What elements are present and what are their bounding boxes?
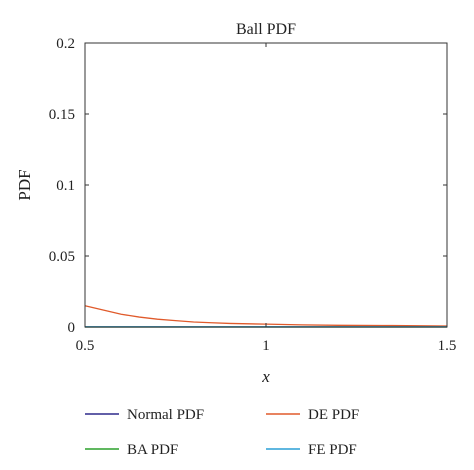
legend-label-3: BA PDF (127, 442, 178, 458)
legend: Normal PDF DE PDF BA PDF FE PDF (85, 407, 359, 458)
y-axis-label: PDF (15, 169, 34, 200)
chart-title: Ball PDF (236, 21, 296, 38)
legend-label-4: FE PDF (308, 442, 357, 458)
y-tick-label: 0.1 (56, 178, 75, 194)
legend-label-1: Normal PDF (127, 407, 204, 423)
x-tick-label: 0.5 (76, 338, 95, 354)
x-tick-label: 1.5 (438, 338, 457, 354)
y-axis: 0 0.05 0.1 0.15 0.2 (49, 36, 447, 336)
y-tick-label: 0.05 (49, 249, 75, 265)
y-tick-label: 0.2 (56, 36, 75, 52)
y-tick-label: 0.15 (49, 107, 75, 123)
plot-background (85, 43, 447, 327)
x-tick-label: 1 (262, 338, 270, 354)
y-tick-label: 0 (68, 320, 76, 336)
series-line-2 (84, 305, 448, 327)
legend-label-2: DE PDF (308, 407, 359, 423)
x-axis: 0.5 1 1.5 (76, 43, 457, 354)
plot-area (85, 43, 447, 327)
x-axis-label: x (261, 367, 270, 386)
